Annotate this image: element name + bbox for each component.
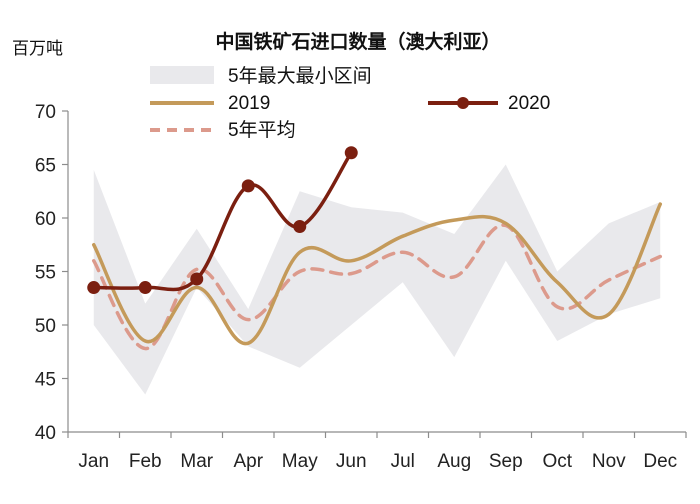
series-line-5年平均	[92, 223, 662, 351]
legend-label-band: 5年最大最小区间	[228, 65, 372, 87]
data-point-2020-Jan	[87, 281, 101, 295]
legend-label-2019: 2019	[228, 93, 270, 114]
data-point-2020-Mar	[190, 272, 204, 286]
y-tick-label-60: 60	[35, 209, 56, 230]
series-line-2019	[92, 202, 662, 346]
x-tick-label-Nov: Nov	[592, 451, 626, 472]
y-tick-label-65: 65	[35, 156, 56, 177]
x-tick-label-Jul: Jul	[391, 451, 415, 472]
legend-label-2020: 2020	[508, 93, 550, 114]
range-band	[93, 164, 661, 395]
chart-title: 中国铁矿石进口数量（澳大利亚）	[215, 30, 500, 53]
legend-swatch-band	[150, 66, 214, 84]
x-tick-label-Dec: Dec	[643, 451, 677, 472]
x-tick-label-Sep: Sep	[489, 451, 523, 472]
legend-label-5yr-avg: 5年平均	[228, 119, 296, 141]
legend-marker-2020	[457, 97, 469, 109]
y-axis-unit: 百万吨	[12, 39, 63, 59]
legend: 5年最大最小区间 2019 2020 5年平均	[150, 65, 550, 141]
y-tick-label-50: 50	[35, 316, 56, 337]
range-band-layer	[93, 164, 661, 395]
x-tick-label-Aug: Aug	[437, 451, 471, 472]
x-tick-label-Jun: Jun	[336, 451, 367, 472]
data-point-2020-May	[293, 220, 307, 234]
y-tick-label-55: 55	[35, 263, 56, 284]
x-tick-label-Jan: Jan	[78, 451, 109, 472]
data-point-2020-Jun	[344, 146, 358, 160]
data-point-2020-Feb	[138, 281, 152, 295]
x-tick-label-Oct: Oct	[542, 451, 572, 472]
y-tick-label-45: 45	[35, 370, 56, 391]
x-tick-label-Mar: Mar	[180, 451, 213, 472]
data-point-2020-Apr	[241, 179, 255, 193]
y-tick-label-40: 40	[35, 423, 56, 444]
x-tick-label-Apr: Apr	[233, 451, 263, 472]
x-tick-label-May: May	[282, 451, 318, 472]
axis-layer: 40 45 50 55 60 65 70 Jan Feb Mar Apr May Jun Jul Aug Se…	[35, 102, 687, 472]
y-tick-label-70: 70	[35, 102, 56, 123]
x-tick-label-Feb: Feb	[129, 451, 162, 472]
series-layer	[87, 146, 662, 351]
